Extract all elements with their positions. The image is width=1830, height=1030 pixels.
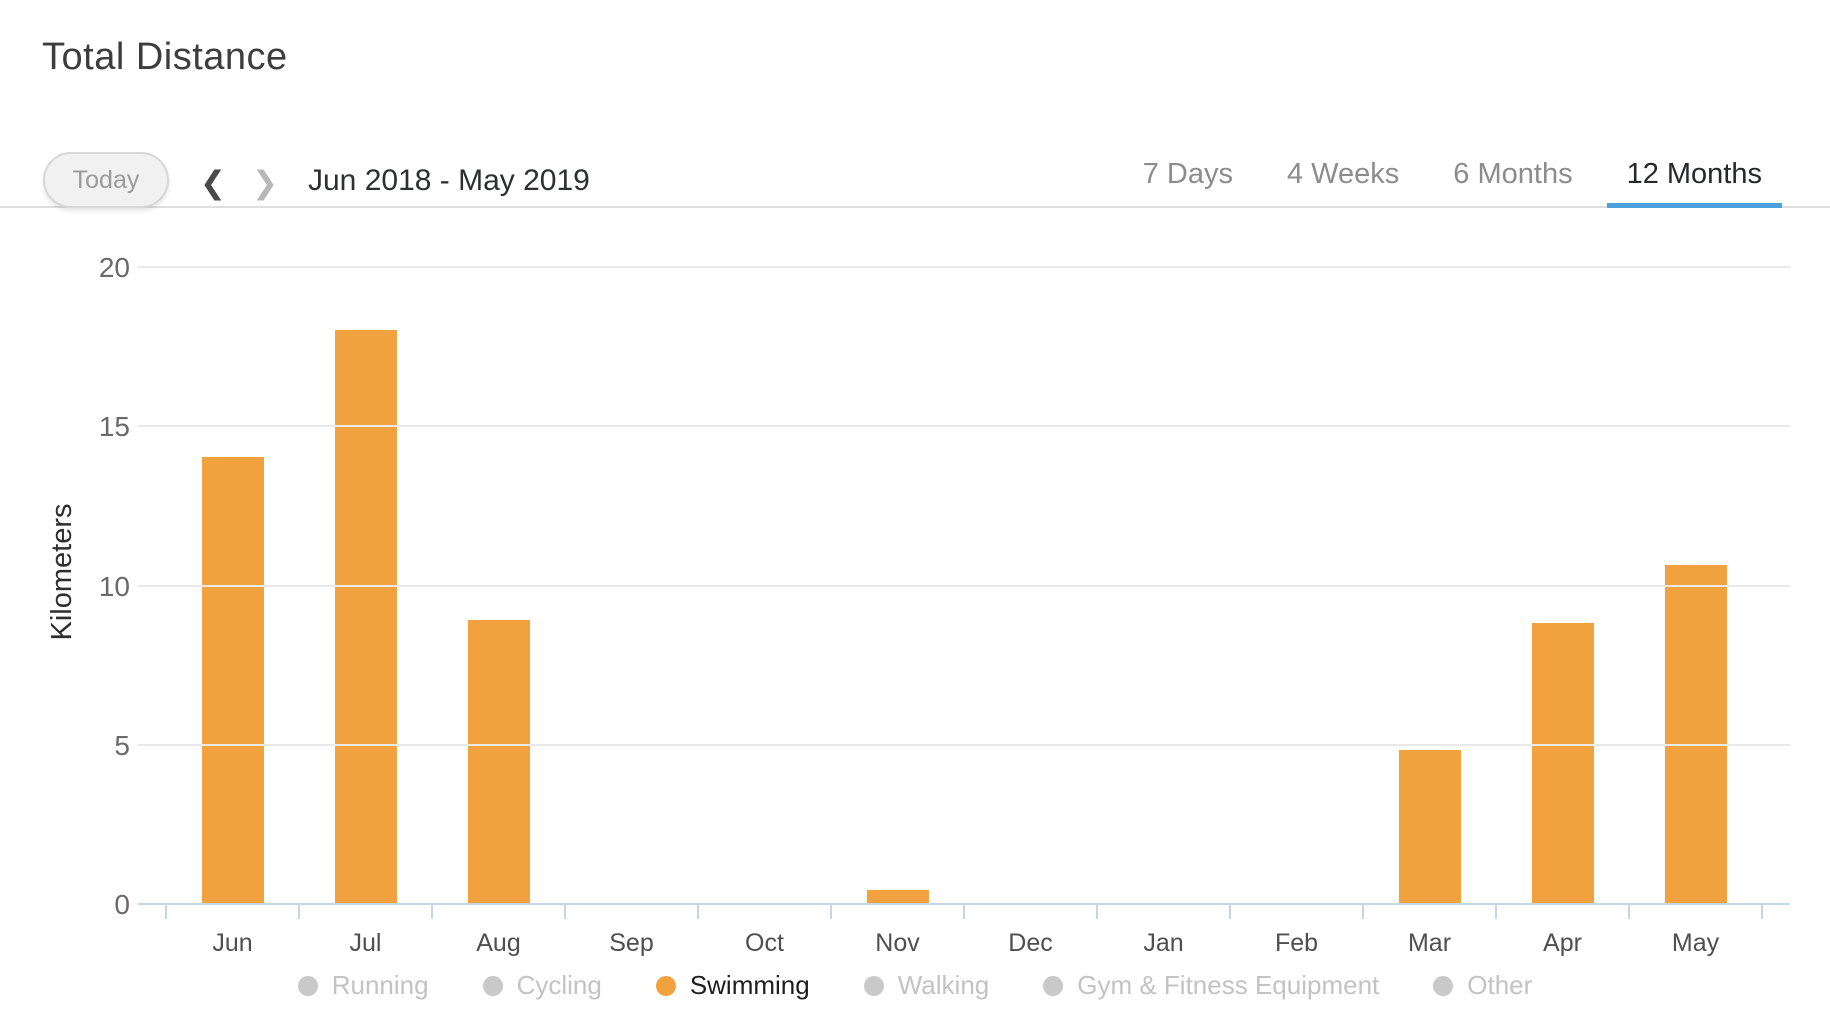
- month-slot-aug: [432, 619, 565, 903]
- legend-item-gym-fitness-equipment[interactable]: Gym & Fitness Equipment: [1043, 970, 1379, 1001]
- axis-tick: [564, 905, 566, 919]
- axis-tick: [1096, 905, 1098, 919]
- x-axis-label-sep: Sep: [609, 929, 654, 957]
- today-button[interactable]: Today: [43, 152, 169, 208]
- legend-item-swimming[interactable]: Swimming: [655, 970, 810, 1001]
- axis-tick: [1495, 905, 1497, 919]
- gridline-5: [138, 743, 1790, 746]
- legend-label: Other: [1467, 970, 1533, 1000]
- legend-item-other[interactable]: Other: [1433, 970, 1532, 1001]
- month-slot-mar: [1363, 750, 1496, 903]
- month-slot-may: [1629, 565, 1762, 903]
- x-axis-label-dec: Dec: [1008, 929, 1053, 957]
- x-axis-label-aug: Aug: [476, 929, 521, 957]
- axis-tick: [1362, 905, 1364, 919]
- bars-container: [166, 240, 1762, 903]
- x-axis-label-feb: Feb: [1274, 929, 1319, 957]
- x-axis-label-jul: Jul: [349, 929, 382, 957]
- axis-tick: [431, 905, 433, 919]
- month-slot-nov: [831, 890, 964, 903]
- axis-tick: [697, 905, 699, 919]
- bar-nov[interactable]: [866, 890, 929, 903]
- month-slot-apr: [1496, 622, 1629, 903]
- page-title: Total Distance: [42, 36, 288, 78]
- x-axis-line: [138, 903, 1790, 905]
- bar-may[interactable]: [1664, 565, 1727, 903]
- next-arrow-icon[interactable]: ❯: [252, 165, 278, 201]
- legend-item-running[interactable]: Running: [297, 970, 429, 1001]
- other-dot-icon: [1433, 975, 1454, 996]
- time-range-tabs: 7 Days 4 Weeks 6 Months 12 Months: [1123, 146, 1782, 208]
- x-axis-label-jan: Jan: [1143, 929, 1184, 957]
- cycling-dot-icon: [482, 975, 503, 996]
- axis-tick: [830, 905, 832, 919]
- gym-fitness-equipment-dot-icon: [1043, 975, 1064, 996]
- axis-tick: [1229, 905, 1231, 919]
- y-axis-tick-label: 5: [114, 729, 130, 761]
- gridline-20: [138, 266, 1790, 268]
- y-axis-tick-label: 20: [98, 252, 130, 283]
- x-axis-label-mar: Mar: [1407, 929, 1452, 957]
- bar-aug[interactable]: [467, 619, 530, 903]
- legend-label: Walking: [897, 970, 990, 1000]
- gridline-15: [138, 425, 1790, 428]
- y-axis-tick-label: 0: [114, 889, 130, 920]
- axis-tick: [1761, 905, 1763, 919]
- bar-jul[interactable]: [334, 329, 397, 903]
- axis-tick: [1628, 905, 1630, 919]
- y-axis-tick-label: 10: [98, 570, 130, 602]
- legend-label: Running: [331, 970, 429, 1000]
- x-axis-label-nov: Nov: [875, 929, 920, 957]
- x-axis-label-jun: Jun: [212, 929, 253, 957]
- tab-7-days[interactable]: 7 Days: [1142, 158, 1233, 190]
- axis-tick: [165, 905, 167, 919]
- bar-apr[interactable]: [1531, 622, 1594, 903]
- chart-legend: Running Cycling Swimming Walking Gym & Fitne…: [0, 970, 1830, 1001]
- axis-tick: [298, 905, 300, 919]
- x-axis-label-apr: Apr: [1543, 929, 1582, 957]
- bar-jun[interactable]: [201, 457, 264, 903]
- x-axis-label-oct: Oct: [745, 929, 784, 957]
- tab-6-months[interactable]: 6 Months: [1453, 158, 1573, 190]
- date-range-label: Jun 2018 - May 2019: [308, 164, 590, 197]
- bar-mar[interactable]: [1398, 750, 1461, 903]
- gridline-10: [138, 584, 1790, 587]
- axis-tick: [963, 905, 965, 919]
- legend-item-cycling[interactable]: Cycling: [482, 970, 602, 1001]
- legend-item-walking[interactable]: Walking: [863, 970, 990, 1001]
- month-slot-jun: [166, 457, 299, 903]
- bar-chart-plot-area: Kilometers 0 5 10 15 20 Jun Jul Aug Sep Oct Nov Dec…: [46, 240, 1790, 957]
- month-slot-jul: [299, 329, 432, 903]
- legend-label: Gym & Fitness Equipment: [1077, 970, 1380, 1000]
- y-axis-tick-label: 15: [98, 411, 130, 443]
- tab-4-weeks[interactable]: 4 Weeks: [1286, 158, 1400, 190]
- tab-12-months[interactable]: 12 Months: [1606, 146, 1782, 208]
- swimming-dot-icon: [655, 975, 676, 996]
- header-divider: [0, 206, 1830, 208]
- x-axis-label-may: May: [1671, 929, 1720, 957]
- previous-arrow-icon[interactable]: ❮: [200, 165, 226, 201]
- legend-label: Swimming: [689, 970, 810, 1000]
- running-dot-icon: [297, 975, 318, 996]
- legend-label: Cycling: [516, 970, 602, 1000]
- walking-dot-icon: [863, 975, 884, 996]
